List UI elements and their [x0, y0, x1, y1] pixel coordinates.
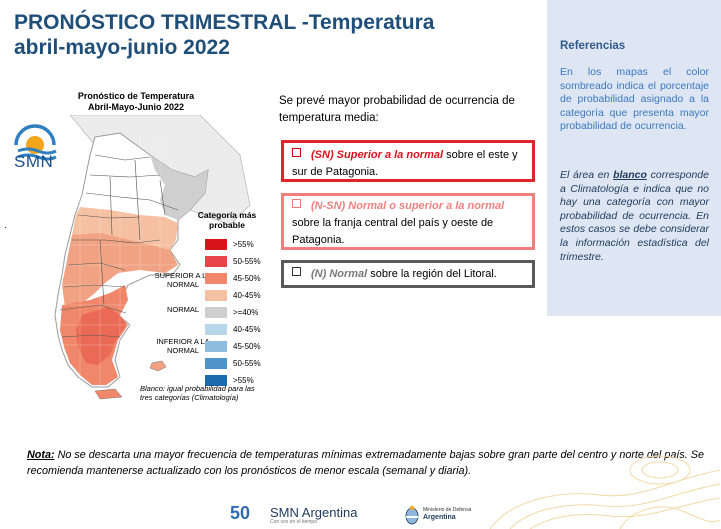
legend-group-inferior: INFERIOR A LA NORMAL [156, 337, 210, 355]
legend-label: 40-45% [233, 325, 261, 334]
footnote: Nota: No se descarta una mayor frecuenci… [27, 447, 707, 479]
forecast-box-normal-superior-emph: (N-SN) Normal o superior a la normal [311, 200, 505, 212]
forecast-intro: Se prevé mayor probabilidad de ocurrenci… [279, 95, 515, 124]
forecast-box-normal-text: sobre la región del Litoral. [367, 268, 497, 280]
legend-item: 50-55% [205, 255, 275, 269]
referencias-panel: Referencias En los mapas el color sombre… [547, 0, 721, 316]
forecast-box-superior-text: sobre el este y sur de Patagonia. [292, 149, 518, 178]
legend-item: 40-45% [205, 323, 275, 337]
smn-50-mark: 50 [230, 503, 251, 523]
legend-item: 45-50% [205, 340, 275, 354]
legend-swatch [205, 273, 227, 284]
checkbox-bullet-icon [292, 267, 301, 276]
legend-label: 45-50% [233, 274, 261, 283]
legend-title-line-2: probable [209, 220, 245, 230]
smn-logo-icon [14, 124, 57, 161]
forecast-box-normal-emph: (N) Normal [311, 268, 368, 280]
referencias-paragraph-1: En los mapas el color sombreado indica e… [560, 66, 709, 133]
forecast-box-normal: (N) Normal sobre la región del Litoral. [281, 260, 535, 288]
legend-swatch [205, 290, 227, 301]
referencias-p2-blanco: blanco [613, 169, 647, 181]
legend-title-line-1: Categoría más [197, 210, 257, 220]
map-heading-line-1: Pronóstico de Temperatura [77, 91, 195, 101]
legend-label: >=40% [233, 308, 259, 317]
title-line-2: abril-mayo-junio 2022 [14, 36, 230, 59]
smn-footer-name: SMN Argentina [270, 505, 358, 520]
stray-dot: · [4, 222, 8, 233]
ministry-line-2: Argentina [423, 514, 456, 521]
legend-label: >55% [233, 240, 254, 249]
legend-item: >=40% [205, 306, 275, 320]
legend-swatch [205, 341, 227, 352]
legend-item: >55% [205, 374, 275, 388]
forecast-box-superior: (SN) Superior a la normal sobre el este … [281, 140, 535, 182]
checkbox-bullet-icon [292, 148, 301, 157]
referencias-p2-pre: El área en [560, 169, 614, 181]
footnote-text: No se descarta una mayor frecuencia de t… [27, 449, 704, 477]
legend-swatch [205, 307, 227, 318]
smn-footer-tagline: Con vos en el tiempo [270, 519, 317, 525]
forecast-box-normal-superior: (N-SN) Normal o superior a la normal sob… [281, 193, 535, 250]
ministry-line-1: Ministerio de Defensa [423, 507, 472, 513]
argentina-forecast-map [54, 115, 251, 400]
forecast-box-normal-superior-text: sobre la franja central del país y oeste… [292, 217, 494, 246]
legend-label: 50-55% [233, 359, 261, 368]
map-heading-line-2: Abril-Mayo-Junio 2022 [87, 102, 185, 112]
legend-title: Categoría más probable [187, 210, 267, 230]
legend-swatch [205, 324, 227, 335]
footnote-label: Nota: [27, 449, 55, 461]
ministerio-defensa-logo: Ministerio de Defensa Argentina [405, 505, 495, 527]
map-heading: Pronóstico de Temperatura Abril-Mayo-Jun… [60, 91, 212, 113]
decorative-contours [489, 455, 720, 529]
checkbox-bullet-icon [292, 199, 301, 208]
referencias-p2-post: corresponde a Climatología e indica que … [560, 169, 709, 263]
legend-swatch [205, 358, 227, 369]
legend-label: 45-50% [233, 342, 261, 351]
title-line-1: PRONÓSTICO TRIMESTRAL -Temperatura [14, 11, 435, 34]
forecast-box-superior-emph: (SN) Superior a la normal [311, 149, 444, 161]
smn-argentina-footer-logo: 50 SMN Argentina Con vos en el tiempo [230, 503, 380, 525]
legend-swatch [205, 256, 227, 267]
legend-swatch [205, 375, 227, 386]
referencias-paragraph-2: El área en blanco corresponde a Climatol… [560, 169, 709, 264]
coat-of-arms-icon [405, 505, 419, 525]
legend-item: 45-50% [205, 272, 275, 286]
legend-group-normal: NORMAL [166, 305, 200, 314]
blank-note: Blanco: igual probabilidad para las tres… [140, 384, 255, 402]
smn-logo-text: SMN [14, 152, 54, 171]
legend-swatch [205, 239, 227, 250]
legend-label: 50-55% [233, 257, 261, 266]
legend-item: 40-45% [205, 289, 275, 303]
slide-title: PRONÓSTICO TRIMESTRAL -Temperatura abril… [14, 10, 434, 60]
legend-group-superior: SUPERIOR A LA NORMAL [154, 271, 212, 289]
legend-item: >55% [205, 238, 275, 252]
legend-label: 40-45% [233, 291, 261, 300]
referencias-title: Referencias [560, 40, 626, 52]
legend-label: >55% [233, 376, 254, 385]
legend-item: 50-55% [205, 357, 275, 371]
